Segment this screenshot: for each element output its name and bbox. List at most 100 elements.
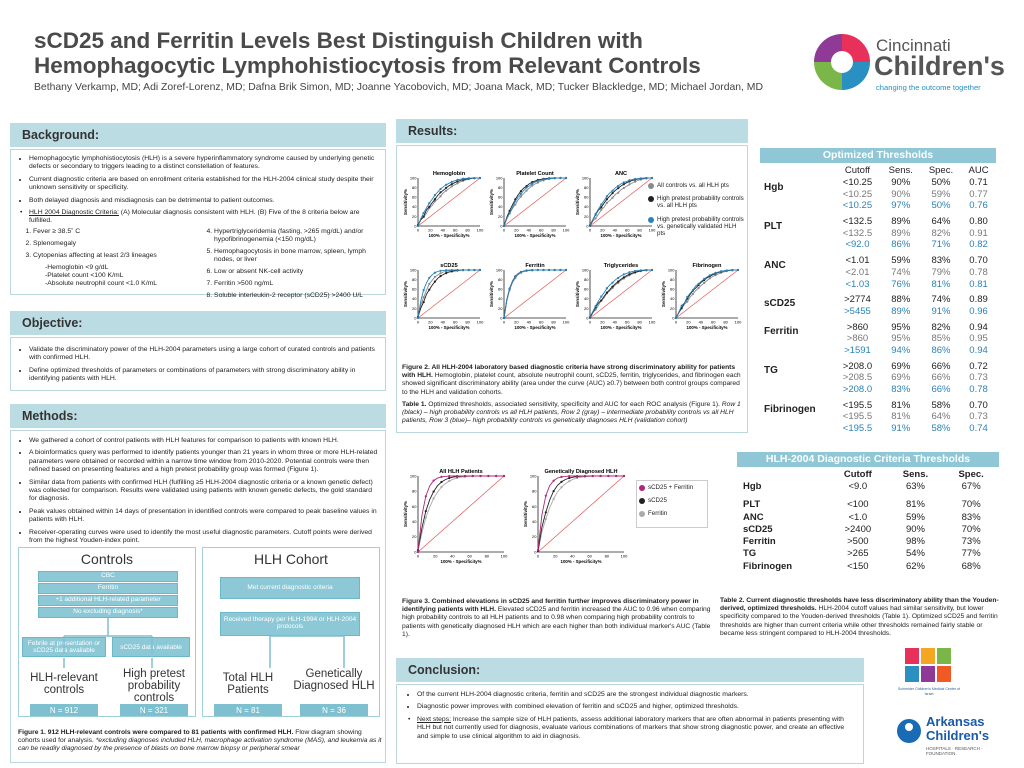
- roc-y-tick: 100: [496, 267, 503, 272]
- roc-x-tick: 40: [613, 320, 618, 325]
- table1-cell: 85%: [931, 333, 951, 345]
- table1-cell: <195.5: [842, 411, 873, 423]
- arkansas-tagline: HOSPITALS · RESEARCH · FOUNDATION: [926, 746, 983, 756]
- roc-y-label: Sensitivity%: [523, 501, 528, 527]
- roc-y-tick: 20: [498, 214, 503, 219]
- group-high-pretest-label: High pretest probability controls: [122, 668, 185, 704]
- roc-combined-line: [537, 475, 624, 551]
- table1-row: >208.0 83% 66% 0.78: [760, 384, 996, 396]
- table2-cell: 90%: [905, 523, 925, 535]
- table2-row-label: sCD25: [743, 523, 773, 535]
- conclusion-panel: Of the current HLH-2004 diagnostic crite…: [396, 684, 864, 764]
- legend-ferritin: Ferritin: [639, 510, 705, 518]
- criterion-item: Low or absent NK-cell activity: [214, 268, 379, 276]
- table1-row: >5455 89% 91% 0.96: [760, 306, 996, 318]
- roc-x-label: 100% - Specificity%: [515, 325, 556, 330]
- roc-x-tick: 40: [527, 228, 532, 233]
- table2-cell: >2400: [844, 523, 872, 535]
- conclusion-bullet: Diagnostic power improves with combined …: [417, 703, 855, 711]
- table2-row-label: ANC: [743, 511, 764, 523]
- roc-x-tick: 40: [441, 320, 446, 325]
- roc-x-tick: 60: [587, 554, 592, 559]
- roc-x-tick: 40: [570, 554, 575, 559]
- roc-y-tick: 80: [498, 185, 503, 190]
- roc-title: Triglycerides: [604, 263, 639, 269]
- table1-cell: 95%: [891, 321, 911, 333]
- table2-cell: 54%: [905, 548, 925, 560]
- table1-row: PLT <132.5 89% 64% 0.80: [760, 216, 996, 232]
- flow-no-excluding-diagnosis: No excluding diagnosis*: [38, 607, 178, 618]
- background-panel: Hemophagocytic lymphohistiocytosis (HLH)…: [10, 149, 386, 299]
- roc-x-tick: 60: [625, 320, 630, 325]
- logo-tagline: changing the outcome together: [876, 83, 981, 92]
- figure2-caption: Figure 2. All HLH-2004 laboratory based …: [402, 364, 741, 396]
- table1-cell: 86%: [891, 239, 911, 251]
- roc-title: Fibrinogen: [693, 263, 722, 269]
- table1-caption: Table 1. Optimized thresholds, associate…: [402, 401, 741, 425]
- roc-title: ANC: [615, 171, 627, 177]
- roc-x-tick: 80: [485, 554, 490, 559]
- table1-row: <10.25 90% 59% 0.77: [760, 188, 996, 200]
- roc-y-tick: 60: [498, 287, 503, 292]
- roc-x-label: 100% - Specificity%: [601, 325, 642, 330]
- table1-cell: 83%: [891, 384, 911, 396]
- roc-x-tick: 100: [563, 228, 570, 233]
- table2-cell: 70%: [961, 499, 981, 511]
- roc-x-label: 100% - Specificity%: [687, 325, 728, 330]
- table1-cell: 0.81: [969, 278, 988, 290]
- roc-y-tick: 40: [498, 296, 503, 301]
- background-bullet: Both delayed diagnosis and misdiagnosis …: [29, 197, 379, 205]
- flow-received-therapy: Received therapy per HLH-1994 or HLH-200…: [220, 612, 360, 636]
- roc-y-tick: 40: [532, 519, 537, 524]
- roc-y-tick: 40: [412, 519, 417, 524]
- controls-title: Controls: [80, 551, 134, 567]
- roc-x-tick: 100: [477, 228, 484, 233]
- roc-y-label: Sensitivity%: [489, 281, 494, 307]
- table1-col-header: AUC: [968, 165, 989, 177]
- table1: Cutoff Sens. Spec. AUC Hgb <10.25 90% 50% 0.71 <1…: [760, 165, 996, 438]
- controls-frame: [18, 547, 196, 717]
- roc-y-tick: 20: [584, 306, 589, 311]
- methods-bullet: A bioinformatics query was performed to …: [29, 449, 379, 474]
- table1-row: <92.0 86% 71% 0.82: [760, 239, 996, 251]
- table1-row: <195.5 91% 58% 0.74: [760, 423, 996, 435]
- roc-y-label: Sensitivity%: [403, 281, 408, 307]
- roc-y-tick: 20: [412, 214, 417, 219]
- figure3-roc: All HLH Patients002020404060608080100100…: [403, 469, 628, 564]
- flow-ferritin: Ferritin: [38, 583, 178, 594]
- table1-cell: 94%: [891, 344, 911, 356]
- cohort-frame: [202, 547, 380, 717]
- conclusion-bullet: Of the current HLH-2004 diagnostic crite…: [417, 691, 855, 699]
- table2-cell: 81%: [905, 499, 925, 511]
- roc-x-tick: 20: [428, 320, 433, 325]
- roc-title: Genetically Diagnosed HLH: [544, 469, 617, 475]
- roc-x-tick: 40: [527, 320, 532, 325]
- roc-y-tick: 60: [412, 287, 417, 292]
- table2-cell: <100: [847, 499, 869, 511]
- table1-cell: 66%: [931, 372, 951, 384]
- table1-cell: 0.73: [969, 411, 988, 423]
- roc-y-tick: 60: [584, 195, 589, 200]
- roc-x-tick: 0: [675, 320, 678, 325]
- roc-x-tick: 60: [539, 320, 544, 325]
- roc-y-tick: 60: [412, 195, 417, 200]
- roc-y-tick: 40: [584, 204, 589, 209]
- group-total-hlh-n: N = 81: [214, 704, 282, 716]
- criterion-item: Splenomegaly: [33, 240, 188, 248]
- roc-genetic-line: [417, 269, 480, 319]
- methods-bullets: We gathered a cohort of control patients…: [17, 437, 379, 545]
- table1-cell: 0.71: [969, 177, 988, 189]
- table1-cell: 50%: [931, 177, 951, 189]
- table1-cell: 90%: [891, 188, 911, 200]
- table1-cell: 59%: [931, 188, 951, 200]
- roc-y-tick: 20: [412, 306, 417, 311]
- roc-x-tick: 0: [417, 554, 420, 559]
- roc-x-tick: 0: [589, 228, 592, 233]
- pinwheel-icon: [814, 34, 870, 90]
- table1-cell: >208.0: [842, 360, 873, 372]
- roc-y-tick: 0: [672, 315, 675, 320]
- roc-y-tick: 0: [500, 315, 503, 320]
- roc-y-tick: 20: [584, 214, 589, 219]
- roc-y-tick: 100: [582, 267, 589, 272]
